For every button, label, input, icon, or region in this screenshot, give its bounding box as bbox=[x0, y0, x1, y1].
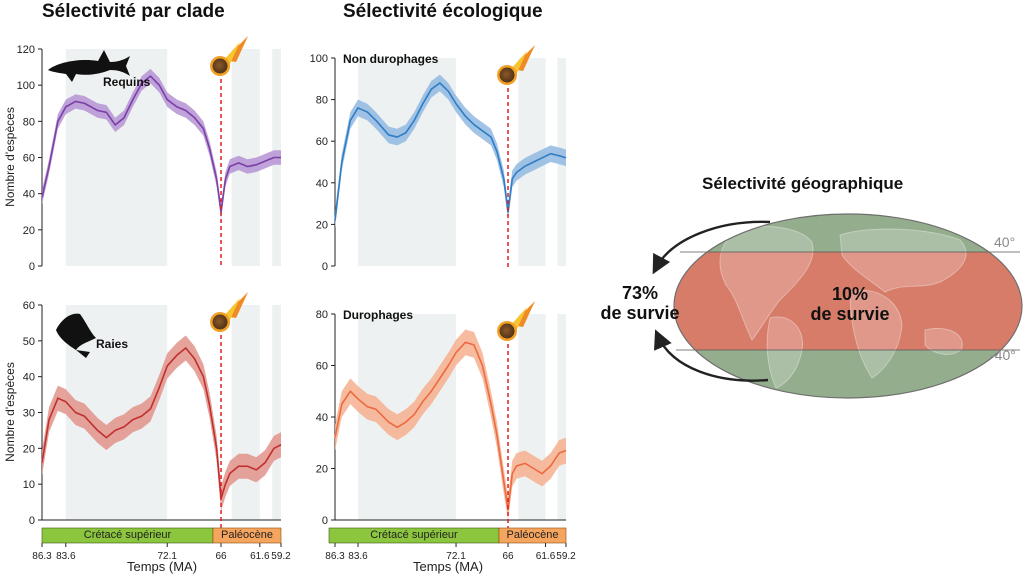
x-tick-label: 61.6 bbox=[536, 551, 556, 562]
x-tick-label: 66 bbox=[215, 551, 227, 562]
x-tick-label: 83.6 bbox=[56, 551, 76, 562]
x-tick-label: 72.1 bbox=[157, 551, 177, 562]
meteor-icon bbox=[210, 36, 249, 76]
lat-label-north: 40° bbox=[994, 234, 1016, 250]
outer-survival-value: 73% bbox=[621, 283, 659, 303]
shaded-interval bbox=[518, 314, 546, 520]
title-geography: Sélectivité géographique bbox=[702, 174, 904, 193]
y-tick-label: 20 bbox=[316, 219, 328, 231]
x-tick-label: 72.1 bbox=[446, 551, 466, 562]
arrow-upper bbox=[652, 220, 771, 275]
y-axis-label-sharks: Nombre d'espèces bbox=[3, 107, 17, 207]
y-tick-label: 20 bbox=[23, 225, 35, 237]
paleocene-bar bbox=[212, 527, 282, 544]
outer-survival-text: de survie bbox=[600, 303, 680, 323]
y-tick-label: 100 bbox=[17, 80, 35, 92]
x-tick-label: 83.6 bbox=[348, 551, 368, 562]
chart-sharks: 0 20 40 60 80 100 120 bbox=[17, 36, 281, 273]
ray-icon bbox=[56, 313, 96, 358]
y-tick-label: 0 bbox=[322, 515, 328, 527]
period-cretaceous-right: Crétacé supérieur bbox=[370, 529, 458, 541]
inner-survival-text: de survie bbox=[810, 304, 890, 324]
shark-icon bbox=[48, 50, 130, 82]
y-tick-label: 10 bbox=[23, 479, 35, 491]
data-line bbox=[41, 347, 282, 500]
period-cretaceous-left: Crétacé supérieur bbox=[83, 529, 172, 541]
y-tick-label: 60 bbox=[23, 300, 35, 312]
inner-survival-label: 10% de survie bbox=[800, 284, 900, 324]
world-map bbox=[652, 213, 1023, 399]
meteor-rock bbox=[212, 314, 228, 330]
y-tick-label: 20 bbox=[316, 464, 328, 476]
map-outline bbox=[673, 213, 1023, 399]
x-tick-label: 86.3 bbox=[325, 551, 345, 562]
panel-label-sharks: Requins bbox=[103, 75, 151, 89]
y-tick-label: 100 bbox=[310, 53, 328, 65]
timeline-bar-right bbox=[328, 527, 567, 544]
data-line bbox=[334, 82, 567, 221]
x-tick-label: 86.3 bbox=[32, 551, 52, 562]
y-tick-label: 0 bbox=[29, 515, 35, 527]
timeline-bar-left bbox=[41, 527, 282, 544]
y-tick-label: 80 bbox=[316, 309, 328, 321]
panel-label-non-durophages: Non durophages bbox=[343, 52, 439, 66]
y-tick-label: 20 bbox=[23, 443, 35, 455]
y-tick-label: 80 bbox=[316, 95, 328, 107]
meteor-rock bbox=[499, 323, 515, 339]
chart-durophages: 0 20 40 60 80 86.3 83.6 72.1 66 61.6 59.2 bbox=[316, 301, 576, 562]
x-tick-label: 61.6 bbox=[250, 551, 270, 562]
confidence-band bbox=[42, 68, 281, 219]
y-tick-label: 30 bbox=[23, 408, 35, 420]
chart-non_durophages: 0 20 40 60 80 100 bbox=[310, 45, 567, 273]
x-tick-label: 59.2 bbox=[271, 551, 291, 562]
y-axis-label-rays: Nombre d'espèces bbox=[3, 362, 17, 462]
meteor-icon bbox=[210, 292, 249, 332]
shaded-interval bbox=[231, 305, 260, 520]
y-tick-label: 50 bbox=[23, 336, 35, 348]
y-tick-label: 40 bbox=[23, 189, 35, 201]
period-paleocene-left: Paléocène bbox=[221, 529, 273, 541]
confidence-band bbox=[42, 335, 281, 512]
meteor-icon bbox=[497, 301, 536, 341]
continents bbox=[719, 226, 967, 389]
inner-survival-value: 10% bbox=[831, 284, 869, 304]
data-line bbox=[41, 75, 281, 213]
panel-label-rays: Raies bbox=[96, 337, 129, 351]
x-tick-label: 66 bbox=[502, 551, 514, 562]
shaded-interval bbox=[557, 314, 566, 520]
arrow-lower bbox=[654, 329, 769, 382]
title-ecology: Sélectivité écologique bbox=[343, 1, 543, 22]
panel-label-durophages: Durophages bbox=[343, 308, 414, 322]
x-tick-label: 59.2 bbox=[556, 551, 576, 562]
outer-survival-label: 73% de survie bbox=[592, 283, 688, 323]
y-tick-label: 40 bbox=[316, 412, 328, 424]
y-tick-label: 0 bbox=[322, 261, 328, 273]
meteor-icon bbox=[497, 45, 536, 85]
lat-label-south: -40° bbox=[990, 347, 1016, 363]
y-tick-label: 40 bbox=[316, 178, 328, 190]
paleocene-bar bbox=[498, 527, 567, 544]
shaded-interval bbox=[272, 305, 281, 520]
y-tick-label: 60 bbox=[23, 153, 35, 165]
title-clade: Sélectivité par clade bbox=[42, 1, 225, 22]
y-tick-label: 0 bbox=[29, 261, 35, 273]
y-tick-label: 40 bbox=[23, 372, 35, 384]
x-axis-label-right: Temps (MA) bbox=[412, 559, 484, 574]
y-tick-label: 80 bbox=[23, 116, 35, 128]
x-axis-label-left: Temps (MA) bbox=[126, 559, 198, 574]
meteor-rock bbox=[499, 67, 515, 83]
map-tropical-band bbox=[674, 252, 1022, 350]
y-tick-label: 60 bbox=[316, 136, 328, 148]
y-tick-label: 60 bbox=[316, 361, 328, 373]
confidence-band bbox=[335, 329, 566, 520]
period-paleocene-right: Paléocène bbox=[506, 529, 559, 541]
meteor-rock bbox=[212, 58, 228, 74]
shaded-interval bbox=[65, 49, 168, 266]
y-tick-label: 120 bbox=[17, 44, 35, 56]
map-polar-south bbox=[674, 350, 1022, 398]
shaded-interval bbox=[358, 58, 457, 266]
data-line bbox=[334, 341, 567, 511]
